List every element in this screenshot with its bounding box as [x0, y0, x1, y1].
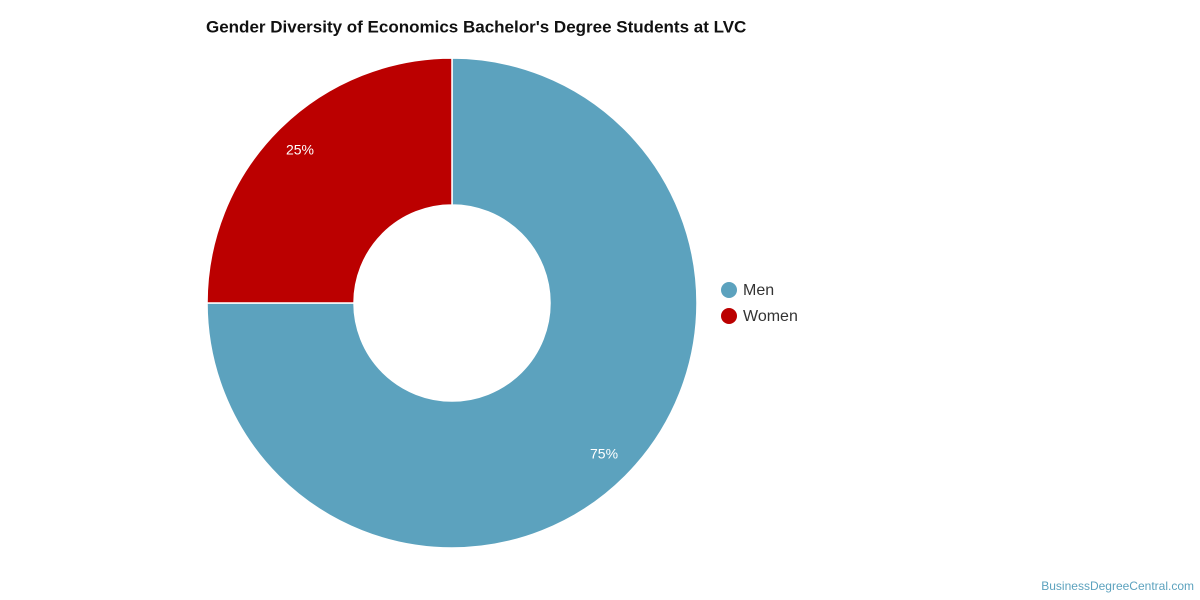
source[interactable]: BusinessDegreeCentral.com	[1041, 579, 1194, 593]
slice-label: 25%	[286, 142, 314, 158]
legend-swatch[interactable]	[721, 308, 737, 324]
slice[interactable]	[206, 57, 453, 304]
chart-title: Gender Diversity of Economics Bachelor's…	[206, 17, 746, 36]
slice-label: 75%	[590, 446, 618, 462]
slice[interactable]	[206, 57, 698, 549]
legend-label[interactable]: Women	[743, 308, 798, 325]
legend-swatch[interactable]	[721, 282, 737, 298]
legend-label[interactable]: Men	[743, 282, 774, 299]
